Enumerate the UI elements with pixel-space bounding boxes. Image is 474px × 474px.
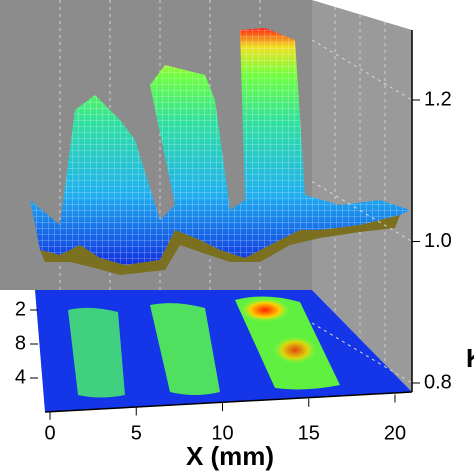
grid-line <box>311 39 413 101</box>
y-tick-label: 4 <box>15 366 26 388</box>
z-tick-label: 0.8 <box>424 371 452 393</box>
grid-line <box>311 181 413 242</box>
x-tick-label: 10 <box>211 422 233 444</box>
y-tick-label: 2 <box>15 298 26 320</box>
x-axis-label: X (mm) <box>186 441 274 471</box>
x-tick-label: 5 <box>131 422 142 444</box>
z-axis-label: K <box>466 343 474 373</box>
x-tick-label: 15 <box>298 422 320 444</box>
y-tick-label: 8 <box>15 332 26 354</box>
wall-grid <box>59 0 386 364</box>
z-tick-label: 1.0 <box>424 230 452 252</box>
x-tick-label: 20 <box>384 422 406 444</box>
heat-map <box>68 296 340 398</box>
z-tick-label: 1.2 <box>424 88 452 110</box>
surface <box>30 28 410 275</box>
side-wall <box>312 0 412 392</box>
grid-line <box>311 322 413 384</box>
x-axis <box>44 391 413 413</box>
x-tick-label: 0 <box>44 422 55 444</box>
